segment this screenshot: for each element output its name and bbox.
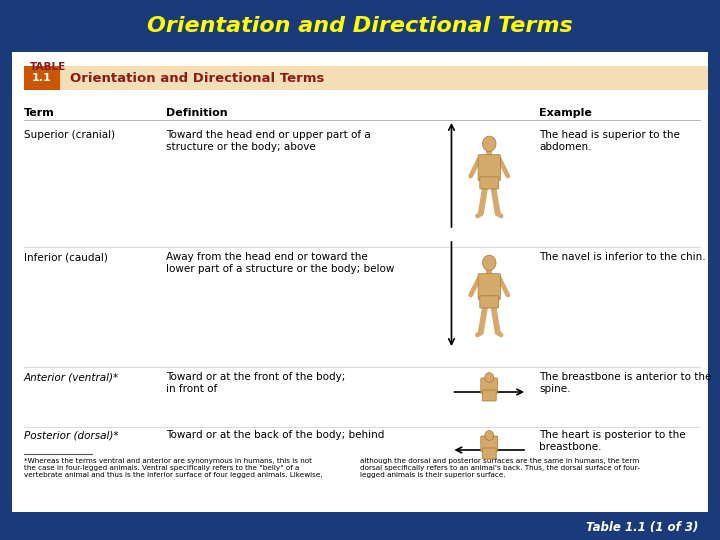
Text: Away from the head end or toward the
lower part of a structure or the body; belo: Away from the head end or toward the low… (166, 252, 395, 274)
Text: Example: Example (539, 108, 592, 118)
FancyBboxPatch shape (482, 390, 496, 401)
Text: Term: Term (24, 108, 55, 118)
Text: Table 1.1 (1 of 3): Table 1.1 (1 of 3) (586, 521, 698, 534)
Text: although the dorsal and posterior surfaces are the same in humans, the term
dors: although the dorsal and posterior surfac… (360, 458, 640, 478)
Text: Definition: Definition (166, 108, 228, 118)
Text: Anterior (ventral)*: Anterior (ventral)* (24, 372, 120, 382)
Ellipse shape (485, 373, 494, 382)
Text: Toward the head end or upper part of a
structure or the body; above: Toward the head end or upper part of a s… (166, 130, 371, 152)
Text: Orientation and Directional Terms: Orientation and Directional Terms (147, 16, 573, 36)
Text: Toward or at the front of the body;
in front of: Toward or at the front of the body; in f… (166, 372, 346, 394)
Text: The breastbone is anterior to the spine.: The breastbone is anterior to the spine. (539, 372, 711, 394)
Text: Toward or at the back of the body; behind: Toward or at the back of the body; behin… (166, 430, 384, 440)
Text: Posterior (dorsal)*: Posterior (dorsal)* (24, 430, 119, 440)
Text: TABLE: TABLE (30, 62, 66, 72)
Text: 1.1: 1.1 (32, 73, 52, 83)
Text: The heart is posterior to the breastbone.: The heart is posterior to the breastbone… (539, 430, 685, 451)
FancyBboxPatch shape (482, 448, 496, 459)
Text: The head is superior to the abdomen.: The head is superior to the abdomen. (539, 130, 680, 152)
FancyBboxPatch shape (478, 154, 500, 180)
Ellipse shape (482, 255, 496, 271)
Ellipse shape (482, 136, 496, 151)
FancyBboxPatch shape (478, 274, 500, 300)
FancyBboxPatch shape (480, 296, 499, 308)
FancyBboxPatch shape (481, 436, 498, 451)
FancyBboxPatch shape (480, 177, 499, 189)
FancyBboxPatch shape (481, 378, 498, 394)
Text: Orientation and Directional Terms: Orientation and Directional Terms (70, 71, 324, 84)
Text: *Whereas the terms ventral and anterior are synonymous in humans, this is not
th: *Whereas the terms ventral and anterior … (24, 458, 323, 478)
Bar (24, 66, 60, 90)
Bar (60, 66, 708, 90)
Text: Superior (cranial): Superior (cranial) (24, 130, 115, 140)
Text: The navel is inferior to the chin.: The navel is inferior to the chin. (539, 252, 706, 262)
Text: Inferior (caudal): Inferior (caudal) (24, 252, 108, 262)
Ellipse shape (485, 430, 494, 441)
